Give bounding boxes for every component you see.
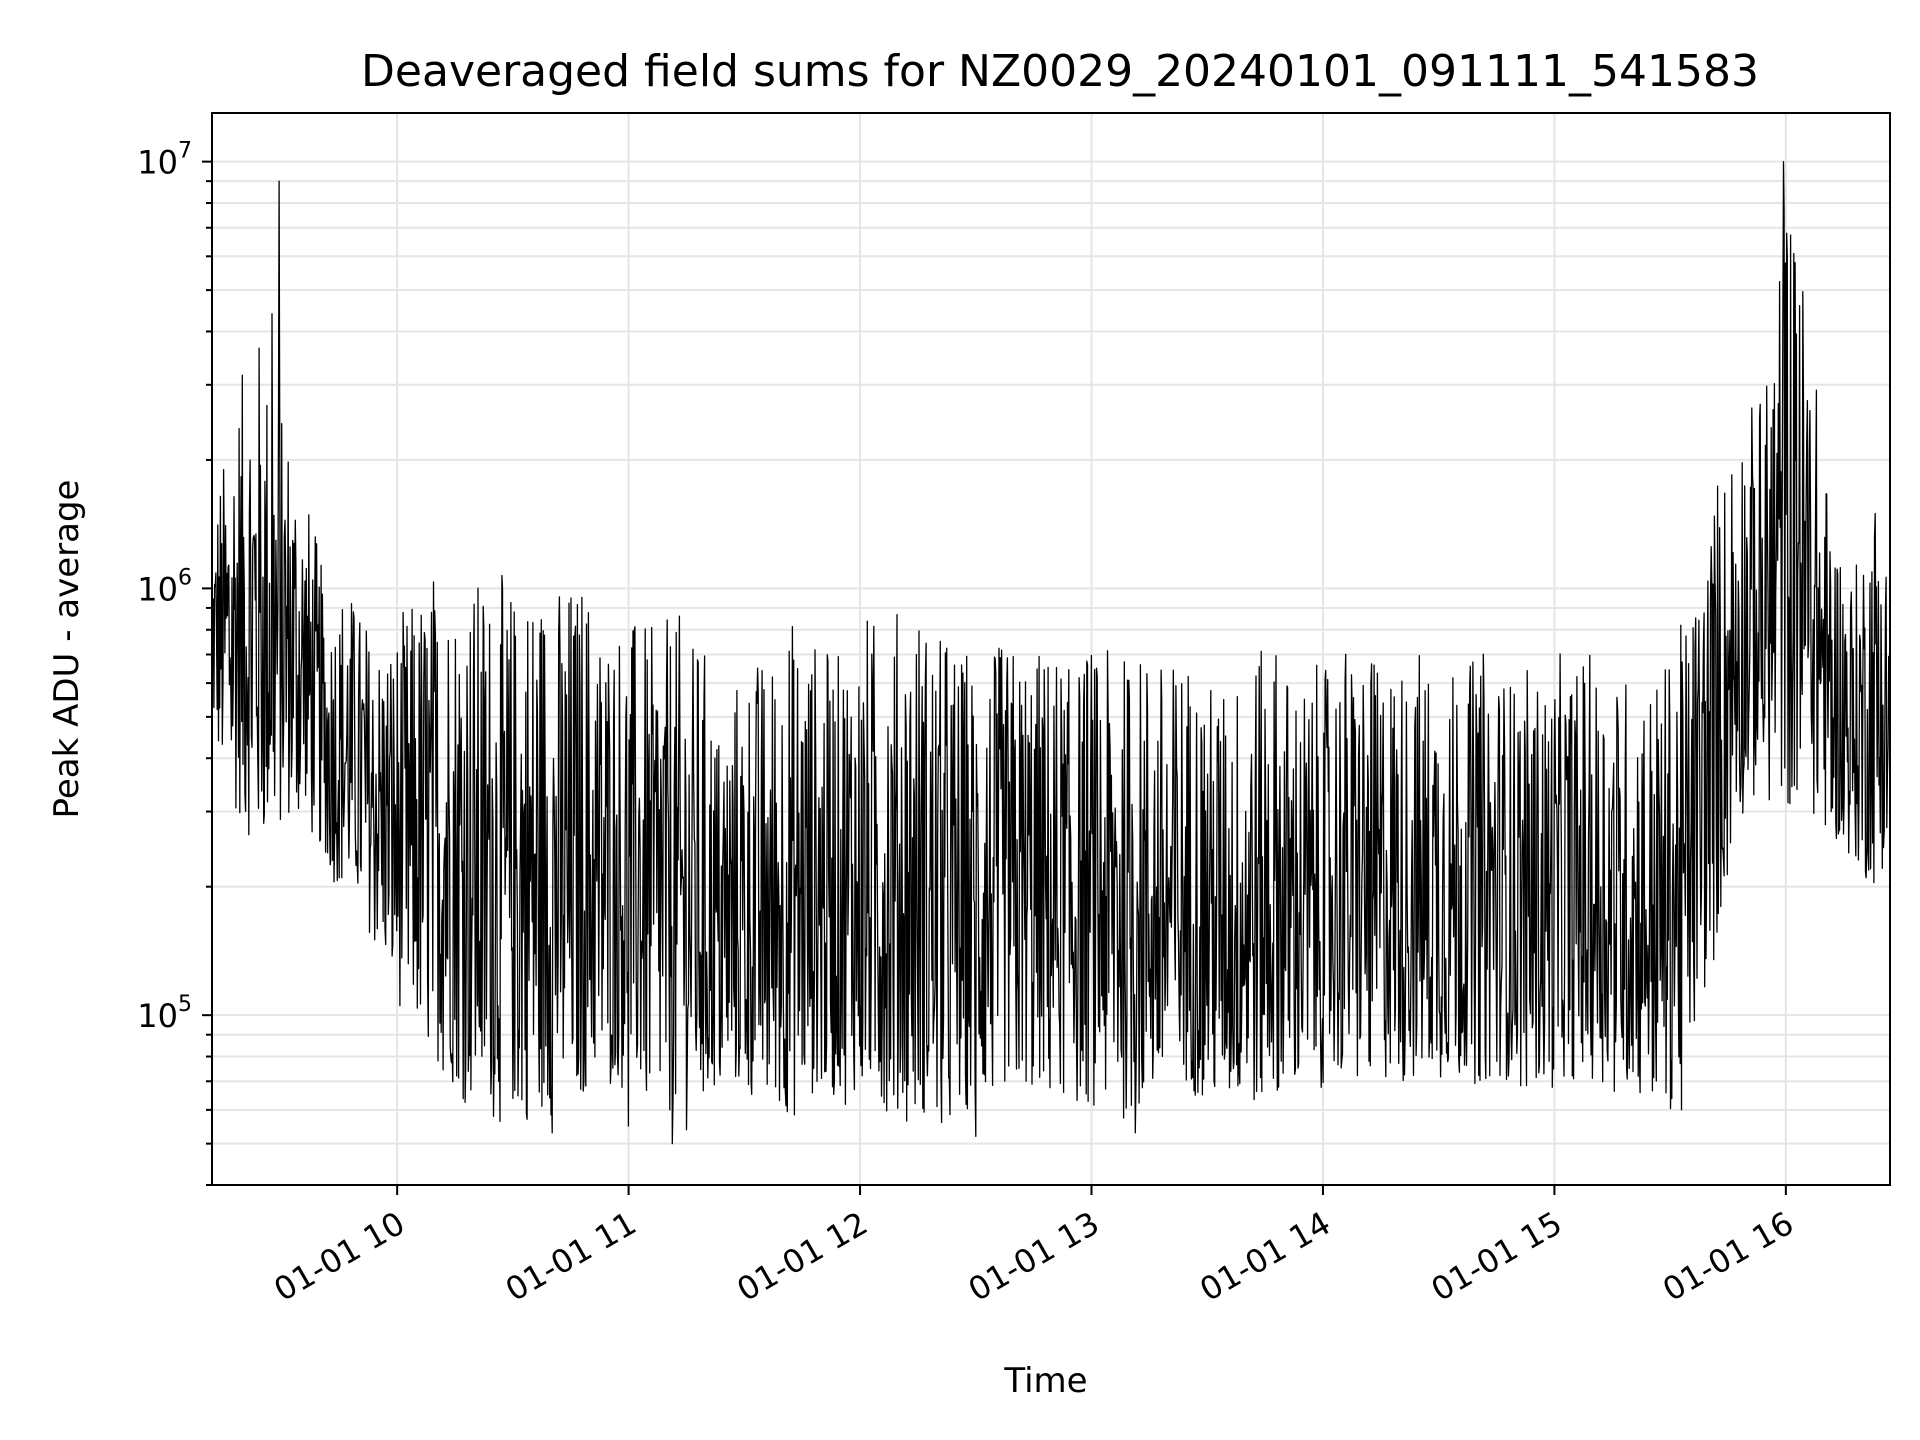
series-line [211, 160, 1891, 1145]
y-tick-label: 106 [137, 565, 192, 608]
x-tick-label: 01-01 15 [1425, 1204, 1569, 1309]
data-series [211, 160, 1891, 1145]
x-tick-label: 01-01 12 [730, 1204, 874, 1309]
x-axis: 01-01 10 01-01 11 01-01 12 01-01 13 01-01 14… [268, 1185, 1800, 1309]
x-tick-label: 01-01 16 [1656, 1204, 1800, 1309]
x-tick-label: 01-01 10 [268, 1204, 412, 1309]
plot-frame [211, 112, 1891, 1186]
y-tick-label-exponent: 7 [178, 139, 192, 164]
y-tick-label: 105 [137, 992, 192, 1035]
y-tick-label-base: 10 [137, 570, 178, 608]
y-tick-label-base: 10 [137, 144, 178, 182]
x-axis-label: Time [1003, 1361, 1087, 1401]
y-tick-label-exponent: 6 [178, 565, 192, 590]
chart-title: Deaveraged field sums for NZ0029_2024010… [361, 46, 1759, 97]
x-tick-label: 01-01 13 [962, 1204, 1106, 1309]
y-tick-label-base: 10 [137, 997, 178, 1035]
y-tick-label: 107 [137, 139, 192, 182]
x-tick-label: 01-01 11 [499, 1204, 643, 1309]
y-tick-label-exponent: 5 [178, 992, 192, 1017]
y-axis-label: Peak ADU - average [47, 480, 87, 819]
x-tick-label: 01-01 14 [1193, 1204, 1337, 1309]
